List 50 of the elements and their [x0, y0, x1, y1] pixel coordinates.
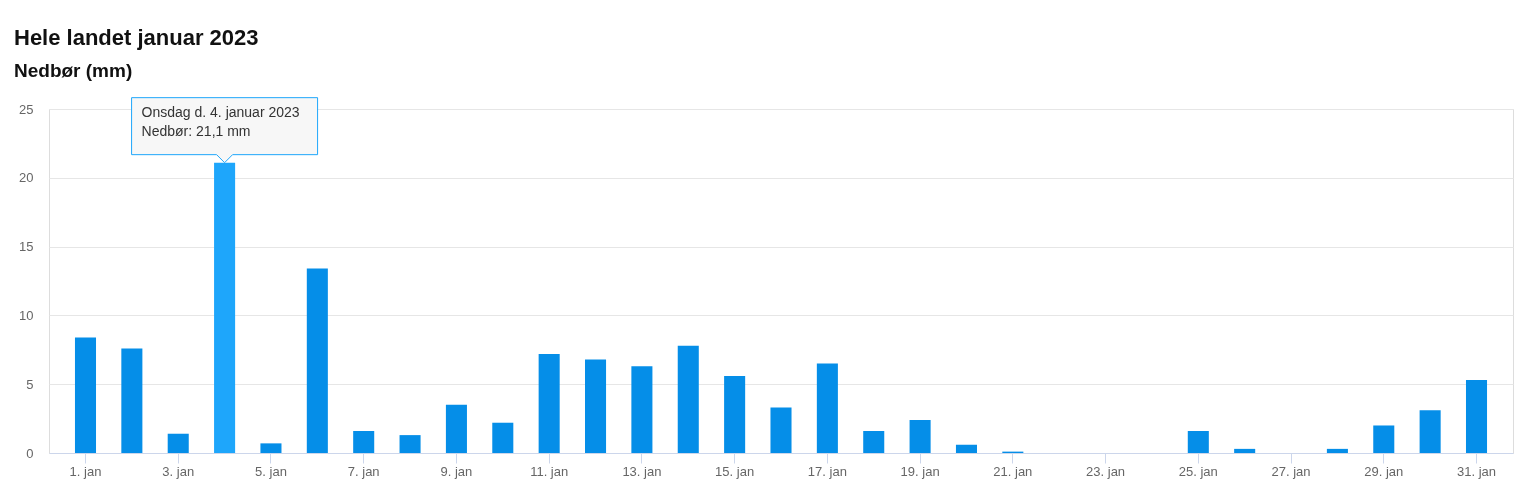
bar	[909, 419, 931, 453]
bar	[1373, 425, 1395, 453]
bar	[306, 268, 328, 453]
x-tick-label: 25. jan	[1178, 463, 1218, 479]
bar	[1465, 380, 1488, 453]
x-tick-label: 3. jan	[162, 463, 195, 479]
bar	[399, 435, 421, 453]
x-tick-label: 29. jan	[1364, 463, 1404, 479]
x-tick-label: 1. jan	[69, 463, 102, 479]
x-tick-label: 13. jan	[622, 463, 662, 479]
annotation: Onsdag d. 4. januar 2023 Nedbør: 21,1 mm	[141, 103, 300, 139]
y-tick-label: 15	[19, 239, 34, 255]
x-tick-label: 7. jan	[347, 463, 380, 479]
bar	[74, 337, 97, 453]
y-tick-label: 10	[19, 307, 34, 323]
bar	[167, 433, 189, 453]
x-tick-label: 27. jan	[1271, 463, 1311, 479]
y-tick-label: 20	[19, 170, 34, 186]
bar	[816, 363, 838, 453]
bar	[955, 444, 977, 453]
chart-title: Hele landet januar 2023	[14, 24, 259, 50]
x-tick-label: 9. jan	[440, 463, 473, 479]
bar	[445, 404, 467, 453]
y-tick-label: 0	[26, 445, 34, 461]
bar	[585, 359, 607, 453]
y-tick-label: 5	[26, 376, 34, 392]
x-tick-label: 5. jan	[255, 463, 287, 479]
bar	[724, 375, 746, 453]
bar	[121, 348, 143, 453]
bar	[538, 353, 560, 453]
x-tick-label: 19. jan	[900, 463, 940, 479]
bar	[492, 422, 514, 453]
bar	[1187, 430, 1209, 453]
bar	[260, 443, 282, 453]
bar	[631, 366, 653, 453]
bar	[677, 345, 699, 453]
x-tick-label: 17. jan	[807, 463, 847, 479]
bar	[1419, 410, 1441, 453]
bar	[353, 430, 375, 453]
bar	[770, 407, 792, 453]
x-tick-label: 21. jan	[993, 463, 1033, 479]
chart-subtitle: Nedbør (mm)	[14, 59, 133, 81]
bar	[1234, 448, 1256, 453]
x-tick-label: 23. jan	[1086, 463, 1126, 479]
bar	[863, 430, 885, 453]
x-tick-label: 15. jan	[715, 463, 755, 479]
x-tick-label: 11. jan	[530, 463, 569, 479]
y-tick-label: 25	[19, 101, 34, 117]
bar	[1326, 448, 1348, 453]
x-tick-label: 31. jan	[1456, 463, 1497, 479]
